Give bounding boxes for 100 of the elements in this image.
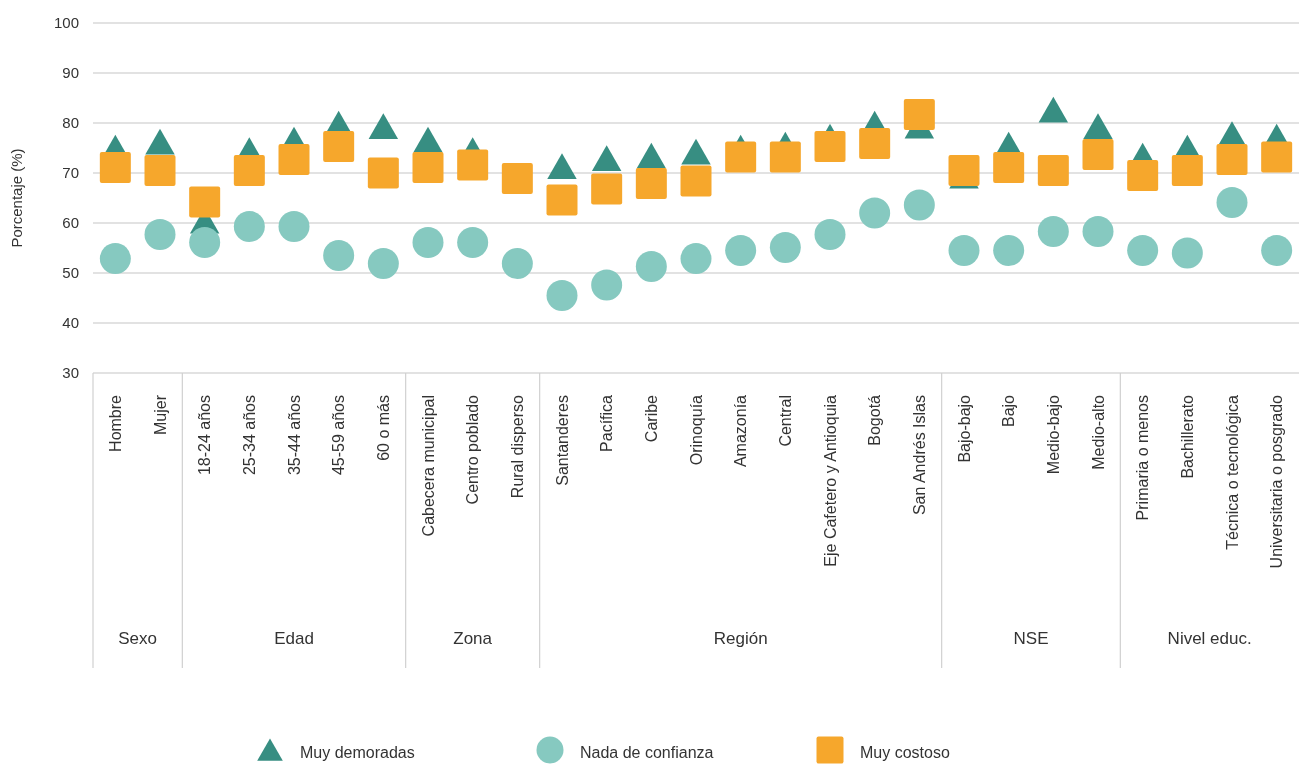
point (1127, 160, 1159, 191)
x-tick-label: Medio-bajo (1044, 394, 1062, 475)
point (1216, 187, 1248, 218)
legend-label: Muy costoso (860, 743, 950, 761)
point (903, 189, 935, 221)
point (1082, 216, 1114, 247)
point (1037, 155, 1069, 186)
point (948, 155, 980, 186)
point (457, 227, 489, 258)
point (233, 155, 265, 186)
point (368, 113, 399, 139)
y-axis-title: Porcentaje (%) (8, 148, 25, 248)
point (323, 131, 355, 162)
point (1261, 235, 1293, 266)
point (814, 219, 846, 250)
point (591, 173, 623, 205)
x-tick-label: Mujer (151, 394, 169, 436)
y-tick-label: 30 (62, 364, 79, 382)
x-tick-label: Pacífica (598, 394, 616, 452)
x-tick-label: Amazonía (732, 394, 750, 468)
text: NSE (1013, 628, 1049, 648)
point (680, 165, 712, 197)
point (681, 138, 711, 165)
point (145, 128, 175, 155)
point (1127, 235, 1159, 266)
point (457, 149, 489, 181)
x-tick-label: 45-59 años (330, 395, 348, 476)
point (725, 235, 757, 266)
point (189, 227, 221, 258)
text: Zona (453, 628, 493, 648)
point (547, 153, 577, 179)
x-tick-label: San Andrés Islas (910, 395, 928, 516)
y-tick-label: 60 (62, 214, 79, 232)
x-tick-label: Bogotá (866, 394, 884, 446)
point (636, 142, 667, 169)
point (1037, 216, 1069, 247)
x-tick-label: Rural disperso (508, 394, 526, 499)
point (233, 211, 265, 242)
point (144, 219, 176, 250)
text: Nivel educ. (1167, 628, 1252, 648)
point (859, 197, 891, 229)
x-tick-label: Bajo-bajo (955, 394, 973, 463)
x-tick-label: Técnica o tecnológica (1223, 394, 1241, 550)
legend-label: Nada de confianza (580, 743, 714, 761)
point (501, 248, 533, 279)
point (1171, 237, 1203, 269)
point (1216, 144, 1248, 175)
point (99, 152, 131, 183)
point (546, 184, 578, 216)
y-tick-label: 90 (62, 64, 79, 82)
point (189, 186, 221, 218)
x-tick-label: Santanderes (553, 395, 571, 486)
point (144, 155, 176, 186)
point (591, 269, 623, 301)
point (1261, 141, 1293, 173)
x-tick-label: Universitaria o posgrado (1268, 394, 1286, 569)
point (546, 280, 578, 311)
point (278, 211, 310, 242)
point (948, 235, 980, 266)
point (769, 141, 801, 173)
x-tick-label: 25-34 años (240, 395, 258, 476)
point (1083, 113, 1113, 139)
point (859, 128, 891, 159)
point (412, 152, 444, 183)
point (99, 243, 131, 274)
x-tick-label: Eje Cafetero y Antioquia (821, 394, 839, 567)
y-tick-label: 80 (62, 114, 79, 132)
point (993, 152, 1025, 183)
text: Región (713, 628, 768, 648)
point (367, 248, 399, 279)
text: Sexo (118, 628, 158, 648)
x-tick-label: Central (776, 395, 794, 447)
x-tick-label: Orinoquía (687, 394, 705, 466)
point (1171, 155, 1203, 186)
x-tick-label: Bajo (1000, 394, 1018, 428)
point (680, 243, 712, 274)
point (591, 145, 622, 171)
point (814, 131, 846, 162)
point (1082, 139, 1114, 170)
x-tick-label: 60 o más (374, 395, 392, 461)
x-tick-label: Cabecera municipal (419, 395, 437, 537)
point (635, 251, 667, 282)
point (323, 240, 355, 271)
text: Edad (274, 628, 314, 648)
x-tick-label: 18-24 años (196, 395, 214, 476)
legend-label: Muy demoradas (300, 743, 415, 761)
point (769, 232, 801, 263)
y-tick-label: 50 (62, 264, 79, 282)
x-tick-label: Bachillerato (1178, 394, 1196, 479)
y-tick-label: 100 (53, 14, 79, 32)
point (278, 144, 310, 175)
point (635, 168, 667, 199)
point (413, 126, 443, 153)
x-tick-label: 35-44 años (285, 395, 303, 476)
point (993, 235, 1025, 266)
x-tick-label: Primaria o menos (1134, 395, 1152, 521)
x-tick-label: Centro poblado (464, 394, 482, 505)
point (903, 99, 935, 130)
point (367, 157, 399, 189)
x-tick-label: Caribe (642, 394, 660, 443)
